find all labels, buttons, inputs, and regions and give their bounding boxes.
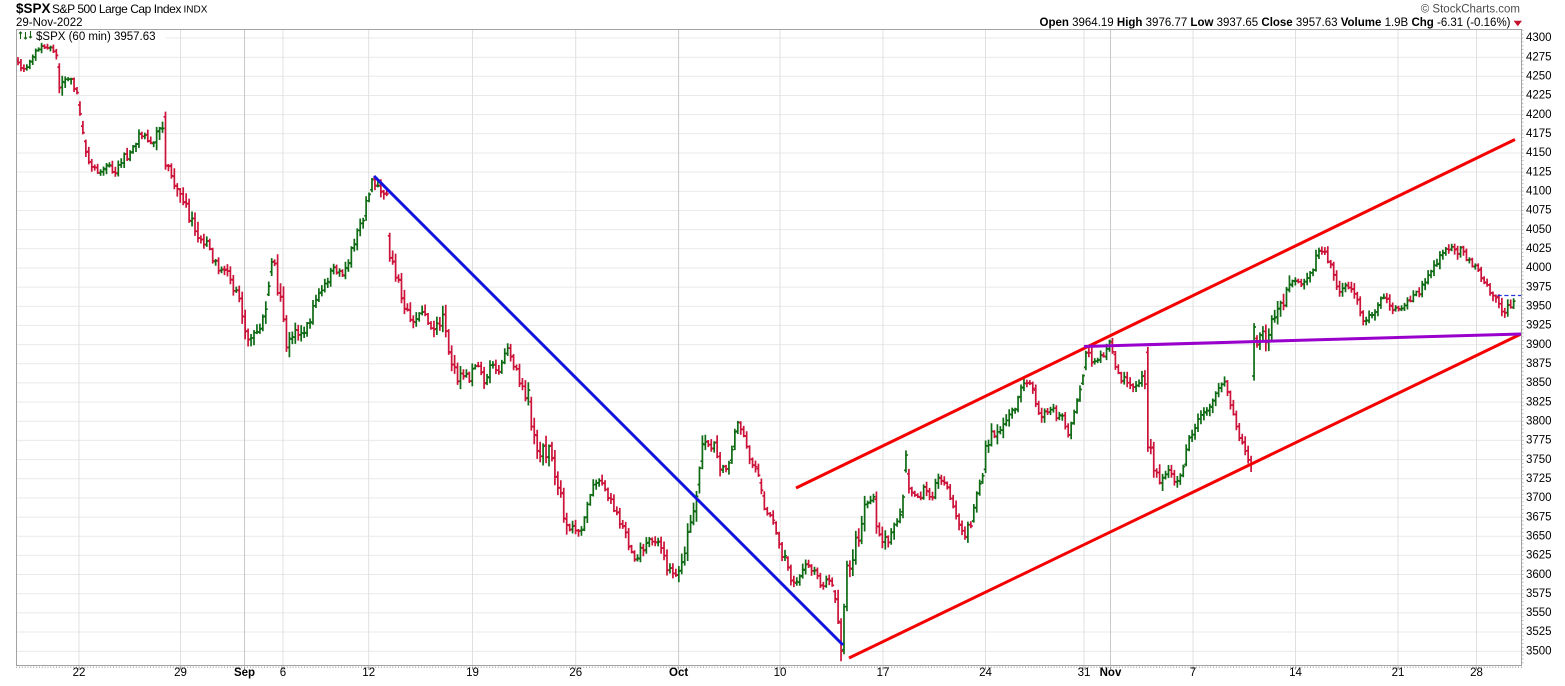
svg-text:4000: 4000 bbox=[1526, 262, 1552, 274]
svg-text:3675: 3675 bbox=[1526, 511, 1552, 523]
svg-text:3700: 3700 bbox=[1526, 492, 1552, 504]
svg-text:Sep: Sep bbox=[234, 667, 255, 679]
svg-text:3725: 3725 bbox=[1526, 473, 1552, 485]
svg-text:3950: 3950 bbox=[1526, 301, 1552, 313]
svg-text:$SPX: $SPX bbox=[16, 1, 51, 16]
svg-text:3850: 3850 bbox=[1526, 377, 1552, 389]
svg-text:14: 14 bbox=[1289, 667, 1302, 679]
svg-text:4050: 4050 bbox=[1526, 224, 1552, 236]
svg-text:3750: 3750 bbox=[1526, 454, 1552, 466]
svg-text:24: 24 bbox=[979, 667, 992, 679]
svg-text:S&P 500 Large Cap Index: S&P 500 Large Cap Index bbox=[52, 2, 181, 16]
svg-text:© StockCharts.com: © StockCharts.com bbox=[1421, 3, 1520, 15]
svg-text:4225: 4225 bbox=[1526, 90, 1552, 102]
svg-text:3650: 3650 bbox=[1526, 530, 1552, 542]
svg-text:3625: 3625 bbox=[1526, 550, 1552, 562]
svg-text:3875: 3875 bbox=[1526, 358, 1552, 370]
svg-text:4250: 4250 bbox=[1526, 71, 1552, 83]
svg-text:29: 29 bbox=[174, 667, 187, 679]
svg-text:3900: 3900 bbox=[1526, 339, 1552, 351]
svg-text:3775: 3775 bbox=[1526, 435, 1552, 447]
svg-text:3825: 3825 bbox=[1526, 396, 1552, 408]
svg-text:22: 22 bbox=[73, 667, 86, 679]
svg-text:3600: 3600 bbox=[1526, 569, 1552, 581]
svg-text:4275: 4275 bbox=[1526, 51, 1552, 63]
svg-text:3575: 3575 bbox=[1526, 588, 1552, 600]
svg-text:17: 17 bbox=[877, 667, 890, 679]
svg-text:3925: 3925 bbox=[1526, 320, 1552, 332]
svg-text:3550: 3550 bbox=[1526, 607, 1552, 619]
svg-text:19: 19 bbox=[466, 667, 479, 679]
svg-text:4300: 4300 bbox=[1526, 32, 1552, 44]
svg-text:21: 21 bbox=[1392, 667, 1405, 679]
svg-text:Oct: Oct bbox=[669, 667, 688, 679]
svg-text:10: 10 bbox=[774, 667, 787, 679]
svg-text:Nov: Nov bbox=[1100, 667, 1122, 679]
svg-text:4200: 4200 bbox=[1526, 109, 1552, 121]
svg-text:26: 26 bbox=[569, 667, 582, 679]
svg-text:31: 31 bbox=[1078, 667, 1091, 679]
svg-text:3525: 3525 bbox=[1526, 626, 1552, 638]
svg-text:4100: 4100 bbox=[1526, 186, 1552, 198]
svg-text:28: 28 bbox=[1470, 667, 1483, 679]
svg-text:4175: 4175 bbox=[1526, 128, 1552, 140]
svg-text:4075: 4075 bbox=[1526, 205, 1552, 217]
svg-text:29-Nov-2022: 29-Nov-2022 bbox=[16, 17, 82, 29]
svg-text:7: 7 bbox=[1190, 667, 1196, 679]
svg-text:$SPX (60 min) 3957.63: $SPX (60 min) 3957.63 bbox=[36, 31, 156, 43]
svg-text:4025: 4025 bbox=[1526, 243, 1552, 255]
svg-text:4125: 4125 bbox=[1526, 166, 1552, 178]
svg-text:3800: 3800 bbox=[1526, 415, 1552, 427]
svg-text:Open 3964.19 High 3976.77 Low: Open 3964.19 High 3976.77 Low 3937.65 Cl… bbox=[1040, 17, 1511, 29]
svg-text:4150: 4150 bbox=[1526, 147, 1552, 159]
svg-text:6: 6 bbox=[280, 667, 286, 679]
svg-text:12: 12 bbox=[362, 667, 375, 679]
svg-text:3975: 3975 bbox=[1526, 281, 1552, 293]
svg-text:3500: 3500 bbox=[1526, 645, 1552, 657]
svg-text:INDX: INDX bbox=[184, 5, 208, 16]
